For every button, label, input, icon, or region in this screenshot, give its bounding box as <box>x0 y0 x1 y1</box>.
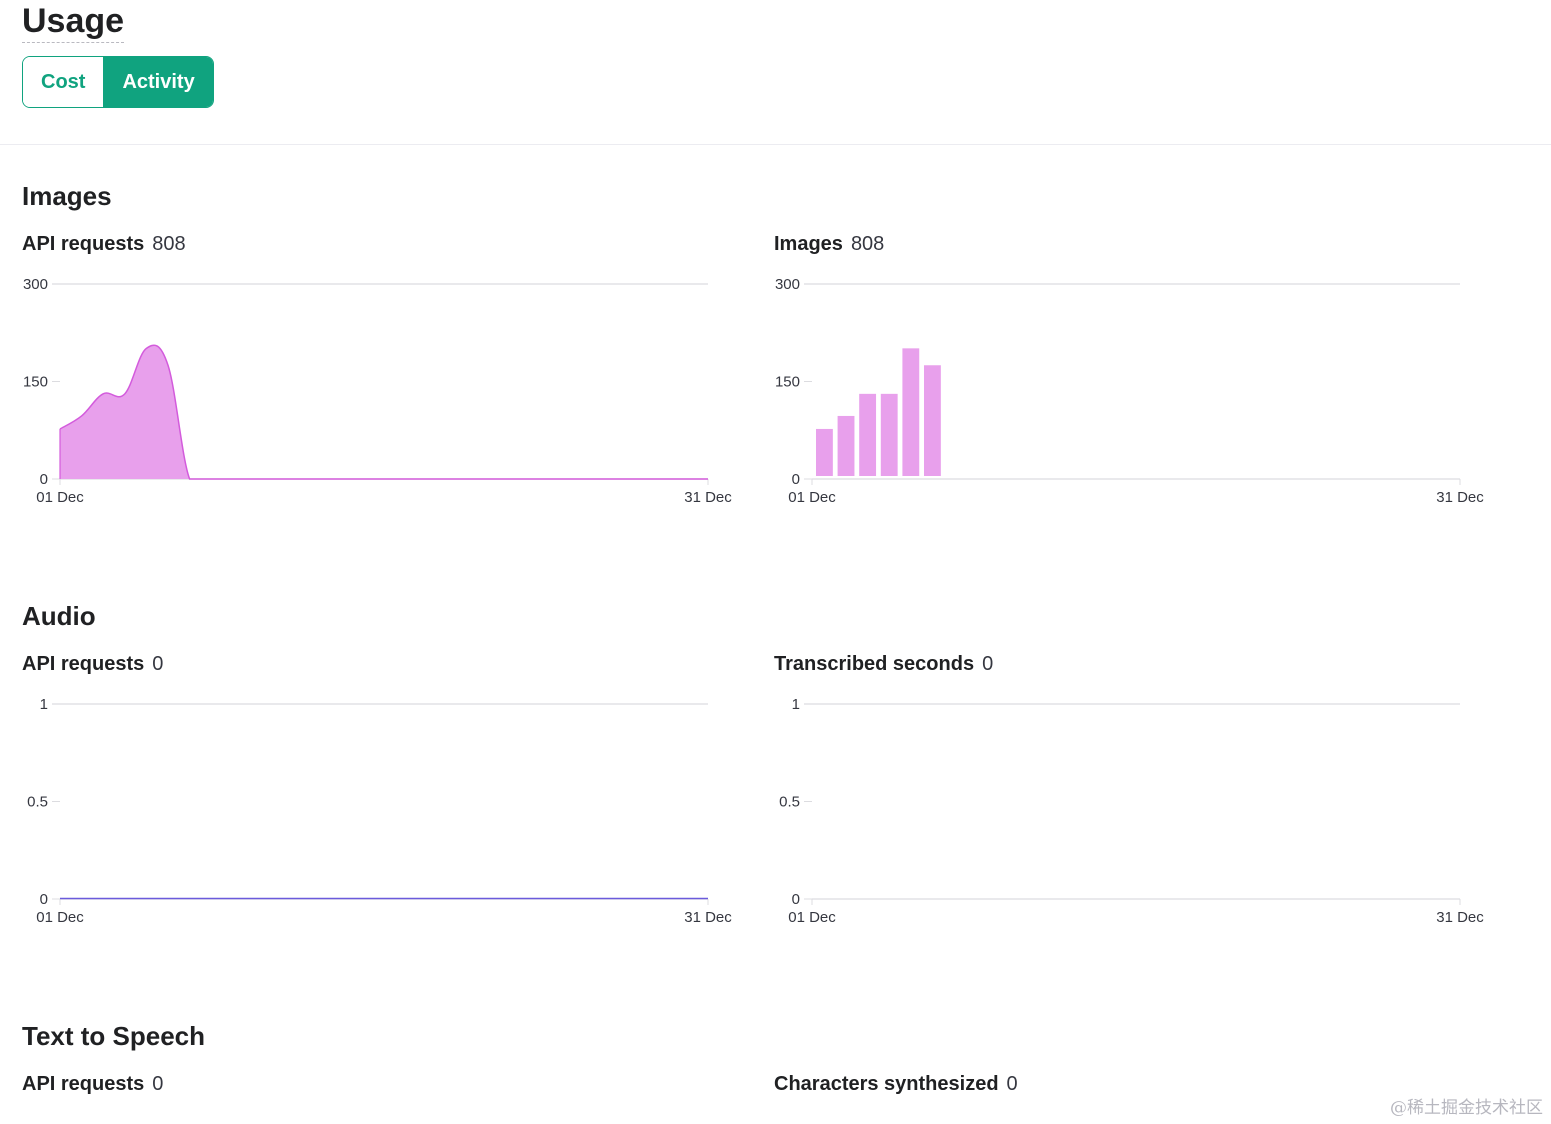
series-area <box>60 345 708 479</box>
audio-api-requests-chart[interactable]: 0 0.5 1 01 Dec 31 Dec <box>0 690 760 940</box>
y-tick-label: 0.5 <box>779 794 800 811</box>
y-tick-label: 0 <box>792 471 800 488</box>
images-api-requests-label: API requests 808 <box>22 231 186 257</box>
header-divider <box>0 144 1551 145</box>
metric-value: 0 <box>1006 1073 1018 1095</box>
bar <box>924 365 941 476</box>
watermark: @稀土掘金技术社区 <box>1390 1098 1543 1118</box>
metric-name: Transcribed seconds <box>774 653 975 675</box>
y-tick-label: 150 <box>775 374 800 391</box>
x-tick-label: 31 Dec <box>1436 909 1484 926</box>
y-tick-label: 150 <box>23 374 48 391</box>
x-tick-label: 31 Dec <box>684 489 732 506</box>
series-line <box>59 344 708 480</box>
bar <box>902 348 920 476</box>
images-count-chart[interactable]: 0 150 300 01 Dec 31 Dec <box>752 270 1512 520</box>
metric-name: API requests <box>22 233 145 255</box>
page-title: Usage <box>22 0 125 43</box>
activity-tab-button[interactable]: Activity <box>104 57 213 107</box>
metric-value: 808 <box>152 233 186 255</box>
metric-value: 0 <box>152 653 164 675</box>
metric-name: Images <box>774 233 843 255</box>
y-tick-label: 0 <box>792 891 800 908</box>
view-toggle: Cost Activity <box>22 56 214 108</box>
x-tick-label: 01 Dec <box>788 489 836 506</box>
transcribed-seconds-chart[interactable]: 0 0.5 1 01 Dec 31 Dec <box>752 690 1512 940</box>
y-tick-label: 0 <box>40 471 48 488</box>
audio-section-title: Audio <box>22 601 96 631</box>
x-tick-label: 01 Dec <box>788 909 836 926</box>
bar <box>816 428 833 476</box>
metric-value: 0 <box>152 1073 164 1095</box>
x-tick-label: 31 Dec <box>684 909 732 926</box>
y-tick-label: 1 <box>40 696 48 713</box>
tts-section-title: Text to Speech <box>22 1021 206 1051</box>
metric-name: Characters synthesized <box>774 1073 999 1095</box>
audio-api-requests-label: API requests 0 <box>22 651 163 677</box>
characters-synthesized-label: Characters synthesized 0 <box>774 1071 1018 1097</box>
images-section-title: Images <box>22 181 112 211</box>
images-api-requests-chart[interactable]: 0 150 300 01 Dec 31 Dec <box>0 270 760 520</box>
metric-value: 808 <box>850 233 885 255</box>
metric-name: API requests <box>22 653 145 675</box>
tts-api-requests-label: API requests 0 <box>22 1071 163 1097</box>
y-tick-label: 1 <box>792 696 800 713</box>
x-tick-label: 01 Dec <box>36 909 84 926</box>
x-tick-label: 01 Dec <box>36 489 84 506</box>
bar <box>859 393 877 476</box>
y-tick-label: 0.5 <box>27 794 48 811</box>
metric-name: API requests <box>22 1073 145 1095</box>
metric-value: 0 <box>982 653 994 675</box>
cost-tab-button[interactable]: Cost <box>23 57 105 107</box>
y-tick-label: 300 <box>23 276 48 293</box>
y-tick-label: 300 <box>775 276 800 293</box>
bar <box>880 393 898 476</box>
transcribed-seconds-label: Transcribed seconds 0 <box>774 651 993 677</box>
bar <box>837 415 855 476</box>
images-count-label: Images 808 <box>774 231 884 257</box>
x-tick-label: 31 Dec <box>1436 489 1484 506</box>
y-tick-label: 0 <box>40 891 48 908</box>
